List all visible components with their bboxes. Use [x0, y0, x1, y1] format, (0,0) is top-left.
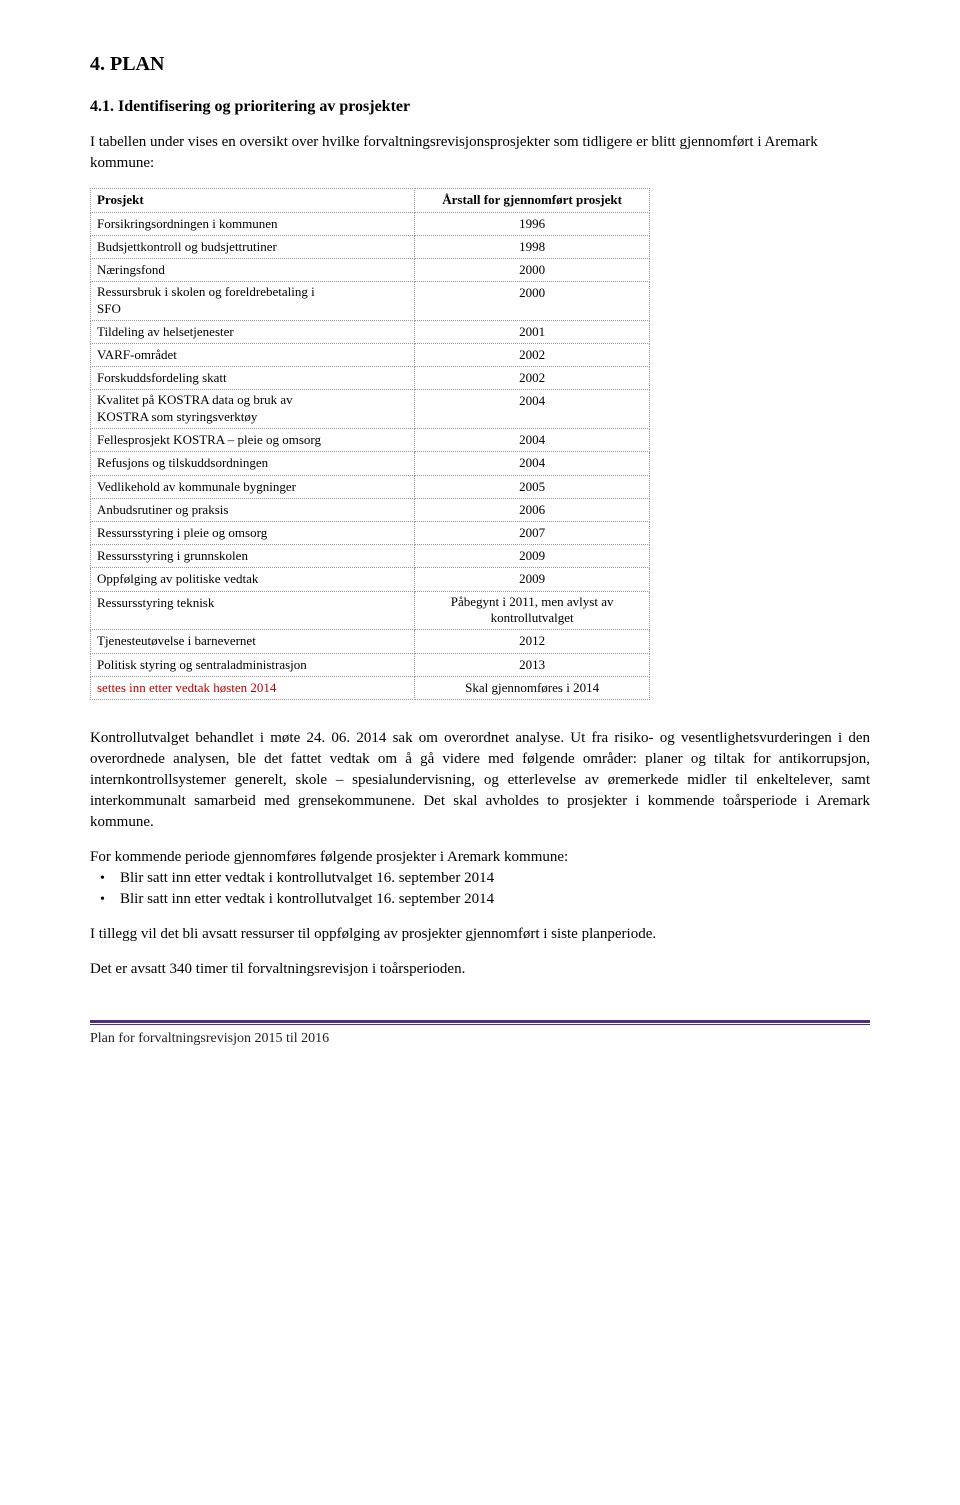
upcoming-projects-list: Blir satt inn etter vedtak i kontrollutv… — [90, 868, 870, 910]
table-row: Næringsfond2000 — [91, 258, 650, 281]
cell-year: 2004 — [415, 390, 650, 429]
cell-year: 2000 — [415, 282, 650, 321]
table-row: Ressursstyring tekniskPåbegynt i 2011, m… — [91, 591, 650, 630]
table-row: Fellesprosjekt KOSTRA – pleie og omsorg2… — [91, 429, 650, 452]
cell-year: 1996 — [415, 212, 650, 235]
cell-project: VARF-området — [91, 344, 415, 367]
table-row: Ressursbruk i skolen og foreldrebetaling… — [91, 282, 650, 321]
table-row: Refusjons og tilskuddsordningen2004 — [91, 452, 650, 475]
table-row: Tjenesteutøvelse i barnevernet2012 — [91, 630, 650, 653]
table-row: Budsjettkontroll og budsjettrutiner1998 — [91, 235, 650, 258]
table-row: Ressursstyring i pleie og omsorg2007 — [91, 522, 650, 545]
cell-year: 2012 — [415, 630, 650, 653]
cell-project: Ressursstyring i pleie og omsorg — [91, 522, 415, 545]
list-item: Blir satt inn etter vedtak i kontrollutv… — [120, 868, 870, 889]
cell-project: Refusjons og tilskuddsordningen — [91, 452, 415, 475]
cell-project: Anbudsrutiner og praksis — [91, 498, 415, 521]
section-heading: 4. PLAN — [90, 50, 870, 78]
cell-year: 2006 — [415, 498, 650, 521]
cell-year: Skal gjennomføres i 2014 — [415, 676, 650, 699]
cell-year: Påbegynt i 2011, men avlyst av kontrollu… — [415, 591, 650, 630]
cell-project: settes inn etter vedtak høsten 2014 — [91, 676, 415, 699]
cell-project: Ressursstyring teknisk — [91, 591, 415, 630]
cell-project: Ressursbruk i skolen og foreldrebetaling… — [91, 282, 415, 321]
cell-project: Oppfølging av politiske vedtak — [91, 568, 415, 591]
table-row: VARF-området2002 — [91, 344, 650, 367]
footer-text: Plan for forvaltningsrevisjon 2015 til 2… — [90, 1024, 870, 1049]
cell-project: Kvalitet på KOSTRA data og bruk av KOSTR… — [91, 390, 415, 429]
table-row: Tildeling av helsetjenester2001 — [91, 320, 650, 343]
cell-project: Tjenesteutøvelse i barnevernet — [91, 630, 415, 653]
cell-project: Næringsfond — [91, 258, 415, 281]
cell-year: 2002 — [415, 367, 650, 390]
table-row: Kvalitet på KOSTRA data og bruk av KOSTR… — [91, 390, 650, 429]
cell-project: Politisk styring og sentraladministrasjo… — [91, 653, 415, 676]
table-row: Anbudsrutiner og praksis2006 — [91, 498, 650, 521]
cell-project: Tildeling av helsetjenester — [91, 320, 415, 343]
list-item: Blir satt inn etter vedtak i kontrollutv… — [120, 889, 870, 910]
cell-year: 2000 — [415, 258, 650, 281]
paragraph-hours: Det er avsatt 340 timer til forvaltnings… — [90, 959, 870, 980]
cell-year: 2004 — [415, 452, 650, 475]
cell-year: 2013 — [415, 653, 650, 676]
table-row: Forskuddsfordeling skatt2002 — [91, 367, 650, 390]
page-footer: Plan for forvaltningsrevisjon 2015 til 2… — [90, 1020, 870, 1049]
cell-project: Fellesprosjekt KOSTRA – pleie og omsorg — [91, 429, 415, 452]
table-row: Vedlikehold av kommunale bygninger2005 — [91, 475, 650, 498]
cell-project: Forsikringsordningen i kommunen — [91, 212, 415, 235]
table-row: Politisk styring og sentraladministrasjo… — [91, 653, 650, 676]
cell-project: Vedlikehold av kommunale bygninger — [91, 475, 415, 498]
paragraph-analysis: Kontrollutvalget behandlet i møte 24. 06… — [90, 728, 870, 833]
table-row: settes inn etter vedtak høsten 2014Skal … — [91, 676, 650, 699]
cell-project: Budsjettkontroll og budsjettrutiner — [91, 235, 415, 258]
table-header-row: Prosjekt Årstall for gjennomført prosjek… — [91, 189, 650, 212]
cell-project: Forskuddsfordeling skatt — [91, 367, 415, 390]
cell-year: 2009 — [415, 568, 650, 591]
projects-table: Prosjekt Årstall for gjennomført prosjek… — [90, 188, 650, 700]
paragraph-followup: I tillegg vil det bli avsatt ressurser t… — [90, 924, 870, 945]
cell-year: 2002 — [415, 344, 650, 367]
table-row: Oppfølging av politiske vedtak2009 — [91, 568, 650, 591]
header-project: Prosjekt — [91, 189, 415, 212]
cell-project: Ressursstyring i grunnskolen — [91, 545, 415, 568]
table-row: Forsikringsordningen i kommunen1996 — [91, 212, 650, 235]
cell-year: 2004 — [415, 429, 650, 452]
header-year: Årstall for gjennomført prosjekt — [415, 189, 650, 212]
paragraph-upcoming-lead: For kommende periode gjennomføres følgen… — [90, 847, 870, 868]
cell-year: 1998 — [415, 235, 650, 258]
table-row: Ressursstyring i grunnskolen2009 — [91, 545, 650, 568]
subsection-heading: 4.1. Identifisering og prioritering av p… — [90, 96, 870, 118]
cell-year: 2001 — [415, 320, 650, 343]
cell-year: 2009 — [415, 545, 650, 568]
cell-year: 2007 — [415, 522, 650, 545]
cell-year: 2005 — [415, 475, 650, 498]
intro-paragraph: I tabellen under vises en oversikt over … — [90, 132, 870, 174]
